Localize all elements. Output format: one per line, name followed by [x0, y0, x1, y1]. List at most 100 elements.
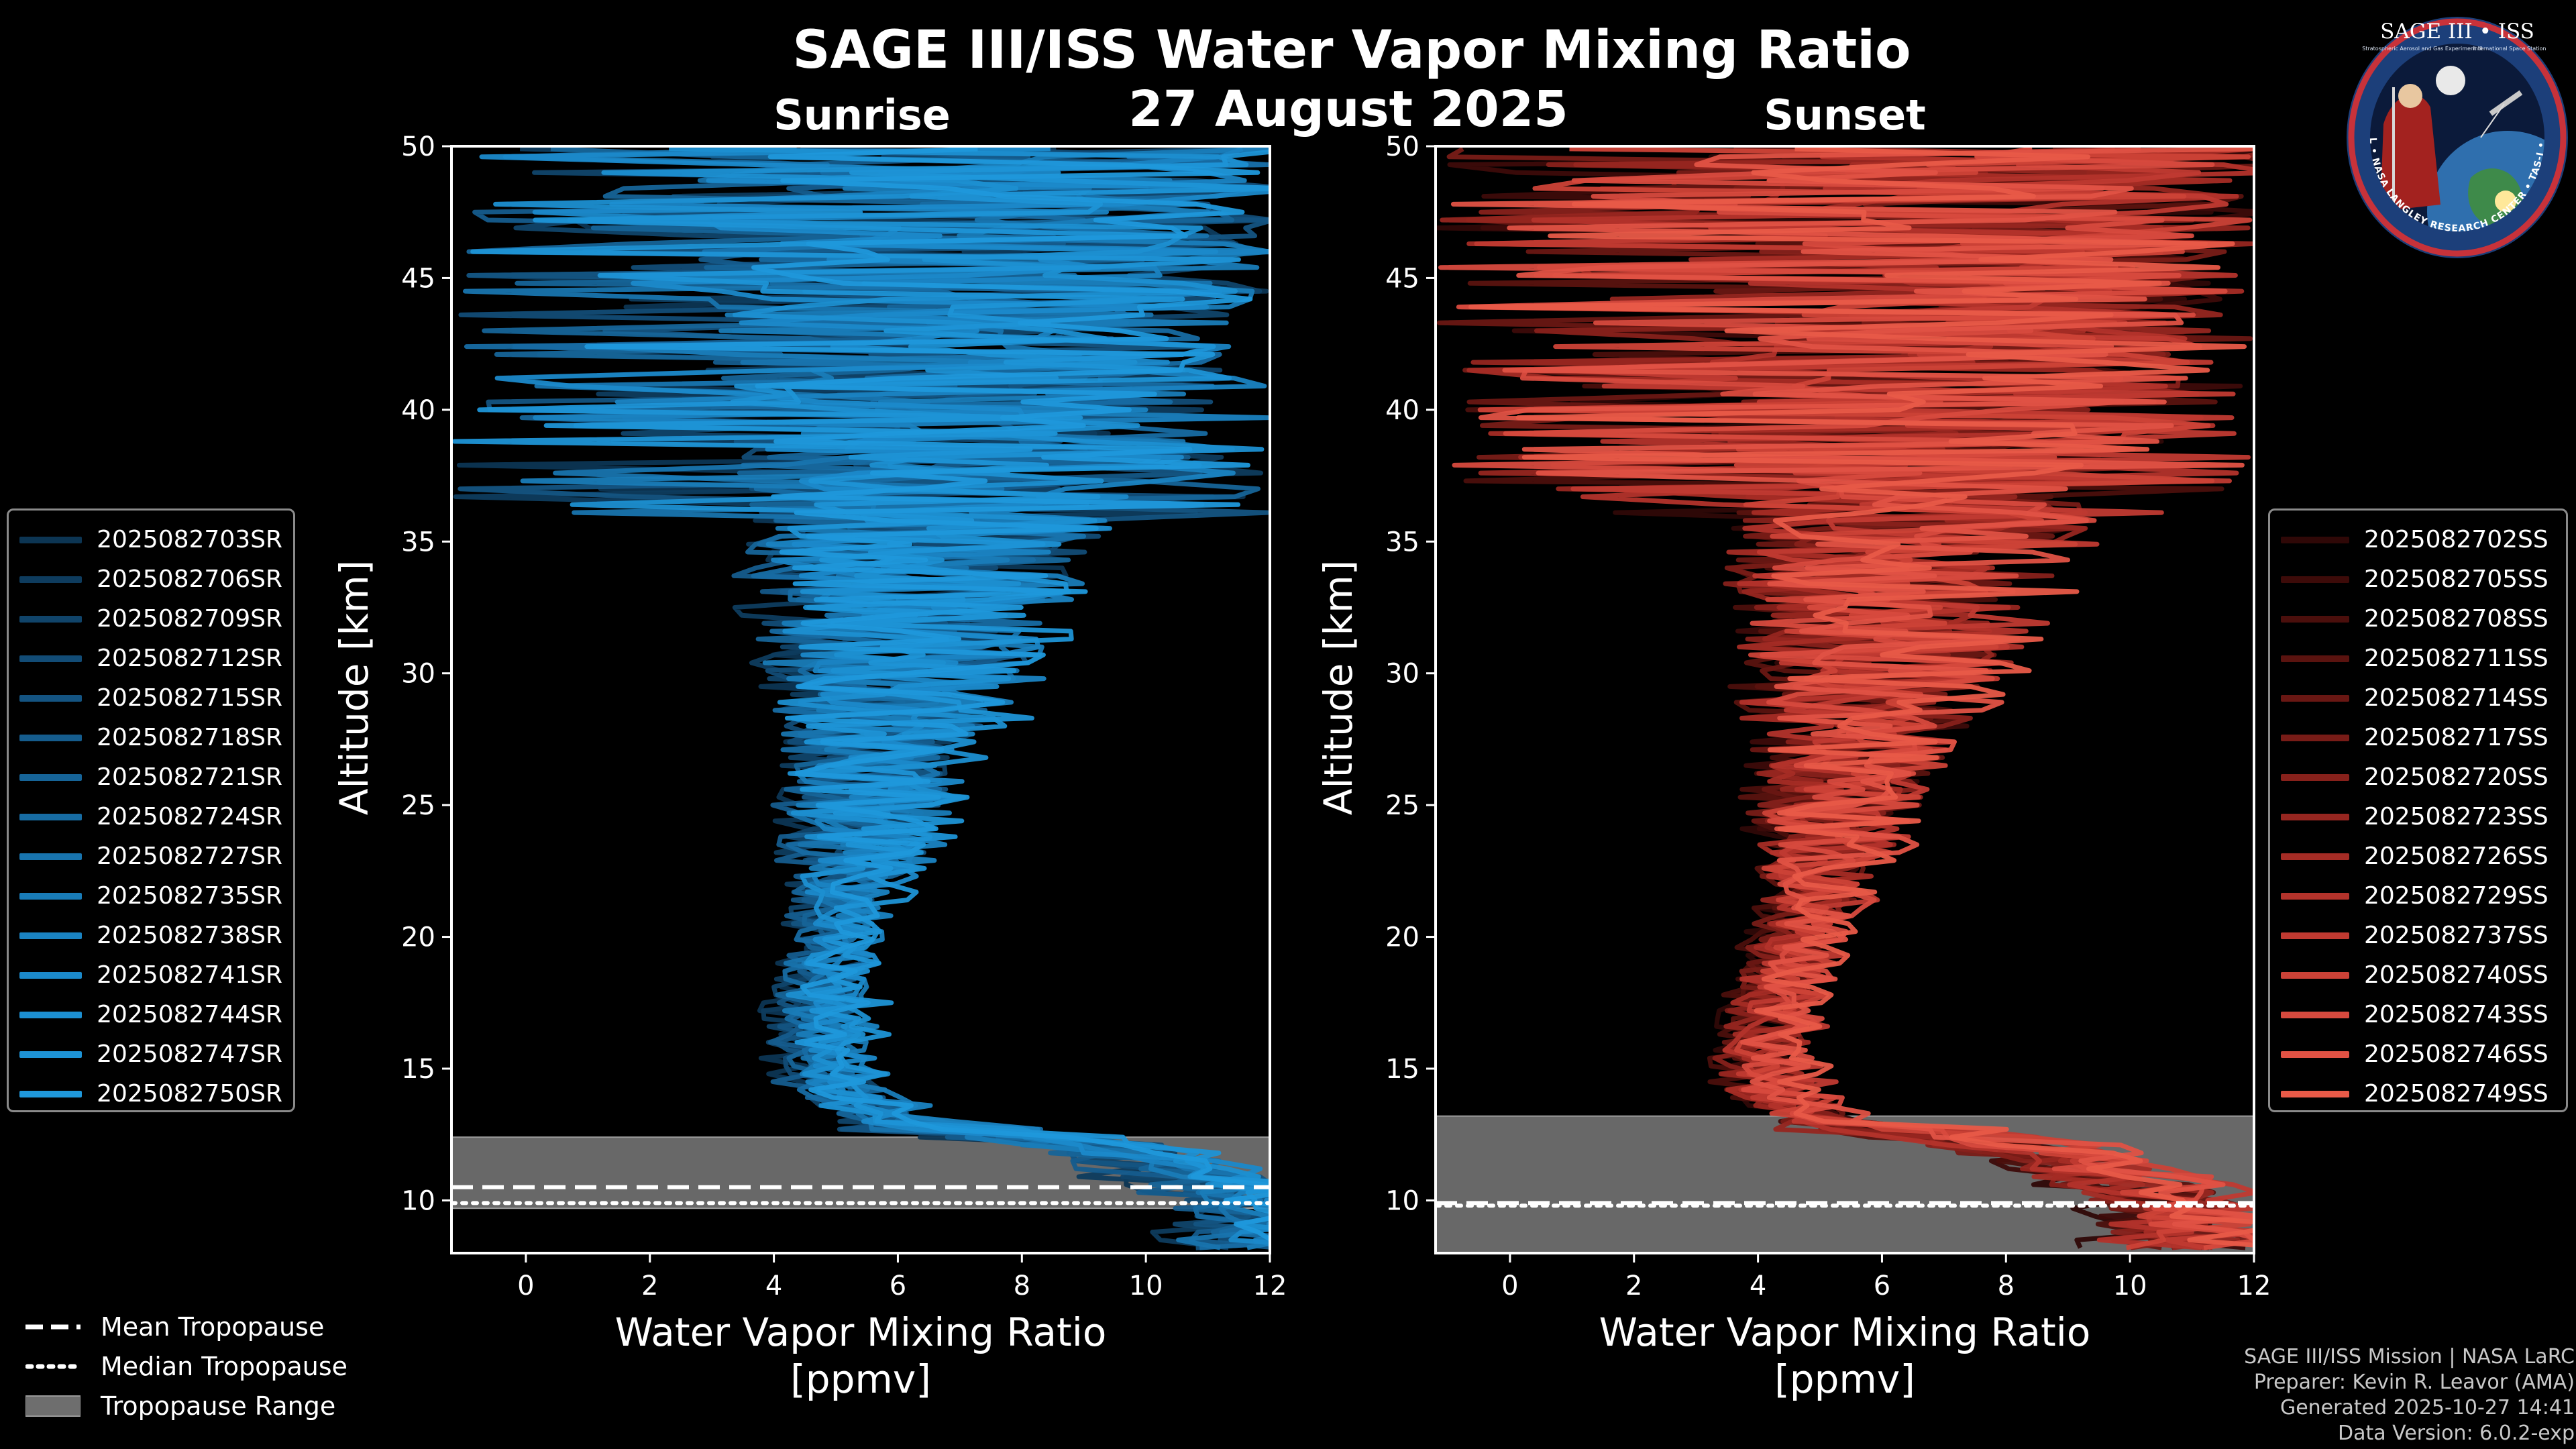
- legend-label: 2025082717SS: [2364, 724, 2548, 751]
- legend-label: 2025082702SS: [2364, 526, 2548, 553]
- legend-swatch: [19, 773, 83, 781]
- legend-entry-2025082706SR: 2025082706SR: [19, 559, 282, 599]
- legend-entry-2025082743SS: 2025082743SS: [2281, 995, 2555, 1034]
- legend-swatch: [19, 892, 83, 900]
- legend-entry-2025082711SS: 2025082711SS: [2281, 639, 2555, 678]
- y-tick-label: 35: [401, 527, 435, 557]
- legend-swatch: [19, 655, 83, 662]
- profile-line-2025082743SS: [1438, 146, 2254, 1250]
- sunset-panel-title: Sunset: [1764, 91, 1926, 140]
- profile-line-2025082749SS: [1468, 146, 2254, 1248]
- profile-line-2025082744SR: [493, 146, 1270, 1230]
- legend-entry-2025082727SR: 2025082727SR: [19, 837, 282, 876]
- plot-area: [451, 146, 1270, 1250]
- legend-entry-2025082703SR: 2025082703SR: [19, 520, 282, 559]
- y-axis-label: Altitude [km]: [331, 560, 377, 815]
- legend-swatch: [19, 615, 83, 623]
- x-tick-label: 4: [765, 1271, 782, 1301]
- x-axis-label: Water Vapor Mixing Ratio: [1599, 1309, 2091, 1355]
- range-patch-key: [25, 1395, 80, 1417]
- legend-entry-2025082714SS: 2025082714SS: [2281, 678, 2555, 718]
- y-tick-label: 45: [1385, 263, 1419, 294]
- legend-swatch: [19, 1051, 83, 1058]
- legend-median-tropopause: Median Tropopause: [25, 1346, 347, 1386]
- legend-entry-2025082721SR: 2025082721SR: [19, 757, 282, 797]
- sunrise-panel-title: Sunrise: [773, 91, 951, 140]
- sunrise-legend: 2025082703SR 2025082706SR 2025082709SR 2025…: [7, 508, 295, 1112]
- legend-label: 2025082747SR: [97, 1040, 282, 1068]
- legend-swatch: [2281, 1051, 2349, 1058]
- y-tick-label: 50: [1385, 131, 1419, 162]
- legend-label: Median Tropopause: [101, 1351, 347, 1381]
- y-axis-label: Altitude [km]: [1316, 560, 1361, 815]
- legend-entry-2025082735SR: 2025082735SR: [19, 876, 282, 916]
- legend-entry-2025082717SS: 2025082717SS: [2281, 718, 2555, 757]
- legend-entry-2025082723SS: 2025082723SS: [2281, 797, 2555, 837]
- legend-entry-2025082702SS: 2025082702SS: [2281, 520, 2555, 559]
- legend-label: 2025082709SR: [97, 605, 282, 633]
- legend-swatch: [2281, 734, 2349, 741]
- logo-subtitle-left: Stratospheric Aerosol and Gas Experiment…: [2362, 46, 2482, 52]
- sunset-panel: 0 2 4 6 8 10 12 10 15 20 25 30 35 40 45 50 Water Vapor M…: [1316, 131, 2271, 1402]
- legend-label: 2025082726SS: [2364, 843, 2548, 870]
- legend-mean-tropopause: Mean Tropopause: [25, 1307, 347, 1346]
- x-tick-label: 0: [1501, 1271, 1518, 1301]
- legend-entry-2025082738SR: 2025082738SR: [19, 916, 282, 955]
- legend-label: 2025082718SR: [97, 724, 282, 751]
- legend-label: 2025082723SS: [2364, 803, 2548, 830]
- badge-red-rim: [2348, 18, 2567, 257]
- astronomer-head: [2398, 84, 2422, 108]
- y-tick-label: 30: [1385, 659, 1419, 690]
- legend-swatch: [2281, 773, 2349, 781]
- legend-swatch: [19, 576, 83, 583]
- profile-line-2025082747SR: [451, 149, 1270, 1215]
- legend-swatch: [2281, 1090, 2349, 1097]
- x-tick-label: 4: [1750, 1271, 1766, 1301]
- legend-entry-2025082712SR: 2025082712SR: [19, 639, 282, 678]
- legend-label: 2025082743SS: [2364, 1001, 2548, 1028]
- y-tick-label: 20: [401, 922, 435, 953]
- legend-label: 2025082750SR: [97, 1080, 282, 1108]
- moon-icon: [2436, 66, 2465, 95]
- legend-entry-2025082747SR: 2025082747SR: [19, 1034, 282, 1074]
- credit-line: Data Version: 6.0.2-exp: [2337, 1421, 2575, 1445]
- y-tick-label: 40: [401, 395, 435, 426]
- legend-swatch: [19, 813, 83, 820]
- legend-swatch: [2281, 932, 2349, 939]
- legend-swatch: [2281, 615, 2349, 623]
- y-tick-label: 30: [401, 659, 435, 690]
- legend-label: 2025082735SR: [97, 882, 282, 910]
- legend-label: 2025082712SR: [97, 645, 282, 672]
- credit-line: SAGE III/ISS Mission | NASA LaRC: [2244, 1345, 2575, 1368]
- space-station-icon: [2489, 90, 2523, 116]
- legend-swatch: [2281, 1011, 2349, 1018]
- legend-entry-2025082749SS: 2025082749SS: [2281, 1074, 2555, 1114]
- legend-entry-2025082744SR: 2025082744SR: [19, 995, 282, 1034]
- credit-line: Generated 2025-10-27 14:41: [2279, 1396, 2575, 1419]
- legend-swatch: [19, 1090, 83, 1097]
- legend-swatch: [19, 1011, 83, 1018]
- tropopause-legend: Mean Tropopause Median Tropopause Tropop…: [25, 1307, 347, 1426]
- credits-block: SAGE III/ISS Mission | NASA LaRC Prepare…: [2244, 1344, 2575, 1446]
- y-tick-label: 10: [401, 1185, 435, 1216]
- x-tick-label: 2: [1625, 1271, 1642, 1301]
- x-axis-units: [ppmv]: [790, 1356, 931, 1402]
- x-tick-label: 12: [1253, 1271, 1287, 1301]
- sunrise-panel: 0 2 4 6 8 10 12 10 15 20 25 30 35 40 45 50 Water Vapor M…: [331, 131, 1287, 1402]
- figure-title: SAGE III/ISS Water Vapor Mixing Ratio: [792, 20, 1911, 80]
- legend-swatch: [2281, 853, 2349, 860]
- legend-label: 2025082711SS: [2364, 645, 2548, 672]
- sunset-legend: 2025082702SS 2025082705SS 2025082708SS 2025…: [2268, 508, 2568, 1112]
- legend-entry-2025082740SS: 2025082740SS: [2281, 955, 2555, 995]
- profile-line-2025082750SR: [584, 146, 1270, 1242]
- legend-entry-2025082709SR: 2025082709SR: [19, 599, 282, 639]
- y-tick-label: 25: [1385, 790, 1419, 821]
- x-tick-label: 6: [890, 1271, 906, 1301]
- legend-entry-2025082720SS: 2025082720SS: [2281, 757, 2555, 797]
- legend-swatch: [2281, 694, 2349, 702]
- legend-entry-2025082708SS: 2025082708SS: [2281, 599, 2555, 639]
- legend-label: 2025082741SR: [97, 961, 282, 989]
- legend-swatch: [19, 734, 83, 741]
- space-station-beam: [2480, 103, 2505, 138]
